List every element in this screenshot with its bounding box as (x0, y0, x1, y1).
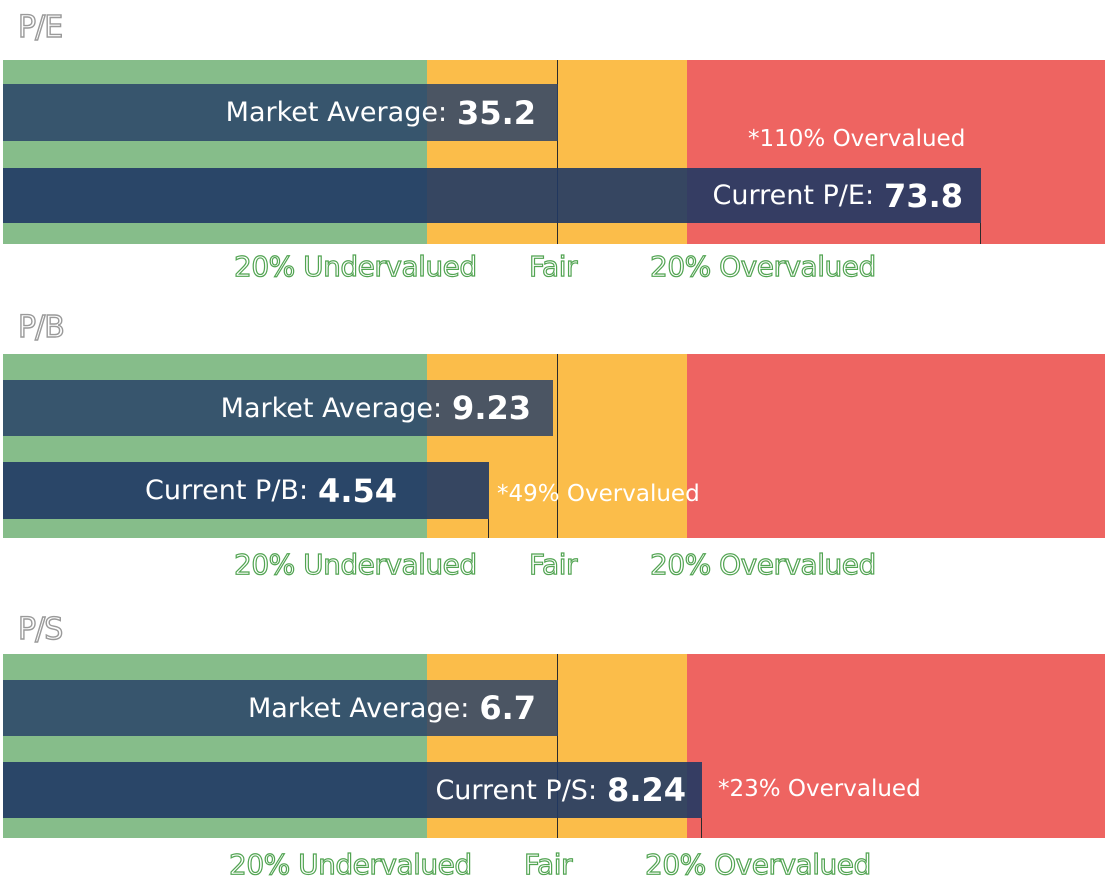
ps-panel: P/S Market Average: 6.7 Current P/S: 8.2… (0, 594, 1108, 896)
pe-market-average-bar: Market Average: 35.2 (3, 84, 558, 141)
ps-undervalued-label: 20% Undervalued (228, 847, 472, 881)
pb-undervalued-label: 20% Undervalued (233, 547, 477, 581)
pb-panel: P/B Market Average: 9.23 Current P/B: 4.… (0, 294, 1108, 594)
pe-overvalued-label: 20% Overvalued (649, 249, 876, 283)
ps-overvalued-note: *23% Overvalued (718, 776, 921, 802)
ps-market-average-label: Market Average: (247, 692, 470, 724)
pb-overvalued-note: *49% Overvalued (497, 481, 700, 507)
ps-current-bar: Current P/S: 8.24 (3, 762, 702, 818)
pe-overvalued-note: *110% Overvalued (748, 126, 966, 152)
pe-fair-label: Fair (528, 249, 578, 283)
pb-title: P/B (17, 309, 65, 345)
ps-fair-line (557, 654, 558, 838)
pb-current-tick (488, 519, 489, 538)
pb-fair-line (557, 354, 558, 538)
ps-market-average-value: 6.7 (479, 689, 536, 727)
ps-overvalued-label: 20% Overvalued (644, 847, 871, 881)
pb-overvalued-zone (687, 354, 1105, 538)
ps-current-value: 8.24 (607, 771, 686, 809)
ps-fair-label: Fair (523, 847, 573, 881)
pb-current-value: 4.54 (318, 471, 397, 510)
pe-panel: P/E Market Average: 35.2 *110% Overvalue… (0, 0, 1108, 295)
pe-current-value: 73.8 (884, 176, 963, 215)
ps-current-tick (701, 818, 702, 838)
pe-current-label: Current P/E: (712, 180, 875, 211)
pe-title: P/E (17, 9, 64, 45)
pb-current-label: Current P/B: (145, 475, 309, 506)
ps-current-label: Current P/S: (435, 774, 598, 806)
pb-overvalued-label: 20% Overvalued (649, 547, 876, 581)
pe-current-tick (980, 223, 981, 244)
ps-overvalued-zone (687, 654, 1105, 838)
pb-market-average-bar: Market Average: 9.23 (3, 380, 553, 436)
pe-market-average-value: 35.2 (457, 93, 536, 132)
pe-market-average-label: Market Average: (225, 97, 448, 128)
pe-undervalued-label: 20% Undervalued (233, 249, 477, 283)
pb-fair-label: Fair (528, 547, 578, 581)
ps-title: P/S (17, 611, 64, 647)
pb-market-average-value: 9.23 (452, 389, 531, 427)
pb-market-average-label: Market Average: (220, 392, 443, 424)
pb-current-bar: Current P/B: 4.54 (3, 462, 489, 519)
pe-fair-line (557, 60, 558, 244)
pe-current-bar: Current P/E: 73.8 (3, 168, 981, 223)
ps-market-average-bar: Market Average: 6.7 (3, 680, 558, 736)
